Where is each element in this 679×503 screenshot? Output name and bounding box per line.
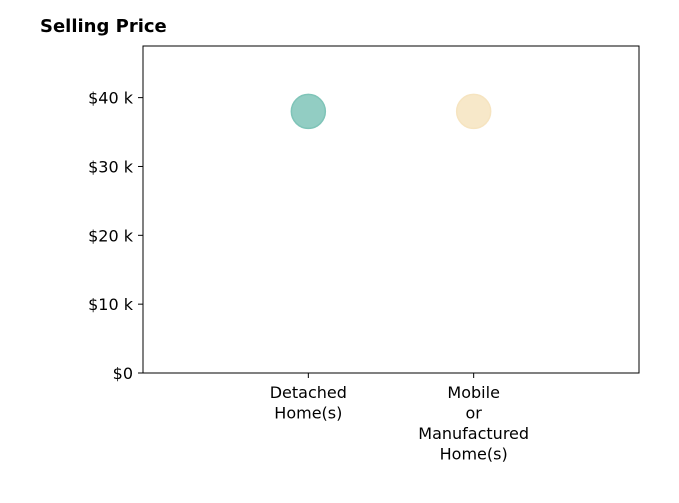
- y-tick-label: $20 k: [88, 226, 134, 245]
- x-tick-label: Mobile or Manufactured Home(s): [418, 383, 529, 464]
- data-point: [455, 93, 492, 130]
- x-tick-label: Detached Home(s): [270, 383, 347, 423]
- y-tick-label: $40 k: [88, 89, 134, 108]
- y-tick-label: $30 k: [88, 157, 134, 176]
- y-tick-label: $10 k: [88, 295, 134, 314]
- y-tick-label: $0: [113, 364, 133, 383]
- plot-frame: [142, 45, 640, 374]
- chart-title: Selling Price: [40, 16, 167, 37]
- data-point: [290, 93, 327, 130]
